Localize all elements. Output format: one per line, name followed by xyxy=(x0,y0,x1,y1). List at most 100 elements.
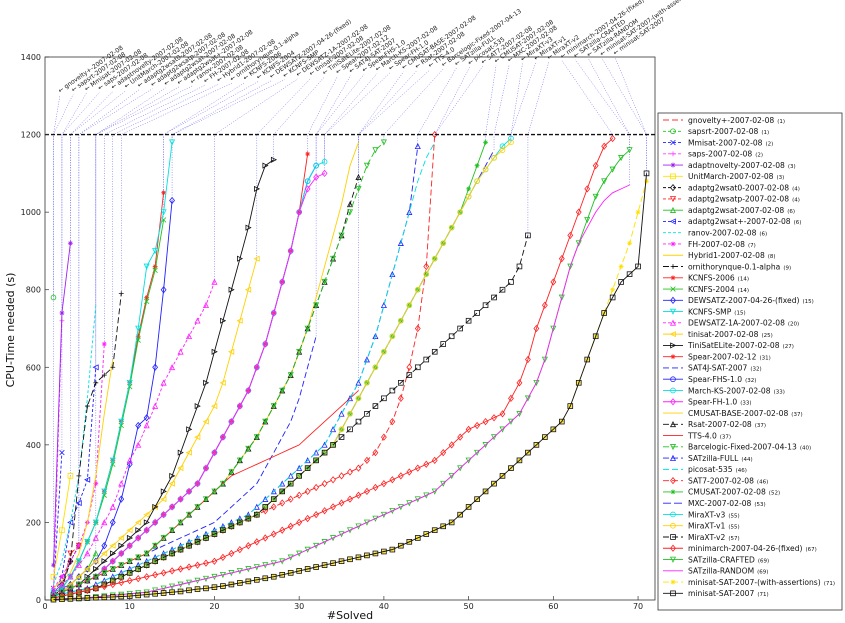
series-24-leader xyxy=(315,74,365,166)
legend-label: adaptg2wsat+-2007-02-08 (6) xyxy=(688,217,801,226)
series-15-marker xyxy=(152,264,158,269)
series-21-marker xyxy=(186,426,193,433)
series-20-marker xyxy=(75,573,82,580)
series-43-marker xyxy=(304,566,311,572)
series-43-marker xyxy=(143,591,150,598)
series-27 xyxy=(53,142,359,597)
series-19-marker xyxy=(126,457,133,464)
series-26-marker xyxy=(270,309,277,317)
series-43-marker xyxy=(296,568,302,574)
series-40-marker xyxy=(321,539,328,546)
series-37-marker xyxy=(364,379,370,386)
legend-frame xyxy=(657,112,843,611)
series-19-marker xyxy=(92,534,99,541)
series-15-marker xyxy=(135,333,141,339)
legend-label: Hybrid1-2007-02-08 (8) xyxy=(688,251,776,260)
legend-count: (6) xyxy=(787,209,795,215)
legend-item-17: DEWSATZ-2007-04-26-(fixed) (15) xyxy=(663,296,814,305)
series-37-marker xyxy=(381,348,387,355)
legend-item-27: CMUSAT-BASE-2007-02-08 (37) xyxy=(663,409,803,418)
series-38-marker xyxy=(508,279,514,285)
series-38-marker xyxy=(296,473,302,479)
series-33-marker xyxy=(321,480,328,488)
series-39-marker xyxy=(245,542,252,550)
series-43-marker xyxy=(50,596,57,603)
legend-item-36: MiraXT-v3 (55) xyxy=(663,510,740,519)
series-28-line xyxy=(53,177,359,597)
legend-marker xyxy=(670,489,676,495)
series-39 xyxy=(50,134,616,602)
series-40-marker xyxy=(474,449,481,456)
series-38-marker xyxy=(482,302,489,309)
series-39-marker xyxy=(431,456,438,465)
legend-marker xyxy=(670,511,676,518)
legend-count: (4) xyxy=(792,198,800,204)
series-39-marker xyxy=(508,394,514,402)
legend-item-5: adaptnovelty-2007-02-08 (3) xyxy=(663,161,796,170)
series-12-marker xyxy=(76,543,82,549)
series-31-marker xyxy=(389,270,396,278)
series-43-marker xyxy=(559,418,565,425)
y-axis-label: CPU-Time needed (s) xyxy=(4,273,17,388)
legend-item-24: Spear-FHS-1.0 (32) xyxy=(663,375,756,384)
legend-label: MiraXT-v2 (57) xyxy=(688,533,740,542)
series-17-marker xyxy=(109,518,116,527)
y-tick-label: 400 xyxy=(26,441,41,450)
series-43-marker xyxy=(372,550,379,557)
series-11 xyxy=(53,305,97,585)
legend-label: SATzilla-FULL (44) xyxy=(688,454,753,463)
legend-item-16: KCNFS-2004 (14) xyxy=(663,285,749,294)
legend-marker xyxy=(670,275,676,281)
series-30-marker xyxy=(84,577,91,584)
legend-marker xyxy=(669,454,677,461)
series-38-marker xyxy=(525,232,531,239)
series-31-marker xyxy=(338,410,345,417)
series-31-marker xyxy=(414,142,421,150)
legend-marker xyxy=(670,476,676,485)
series-43 xyxy=(50,170,650,603)
legend-marker xyxy=(669,331,676,338)
legend-count: (1) xyxy=(777,119,785,125)
series-43-marker xyxy=(533,442,540,448)
series-43-marker xyxy=(194,586,201,592)
legend-count: (69) xyxy=(758,558,769,564)
series-5-marker xyxy=(68,240,73,246)
series-14-marker xyxy=(68,558,73,564)
series-43-marker xyxy=(118,593,125,600)
series-33-marker xyxy=(304,487,311,496)
series-30-marker xyxy=(296,348,303,356)
series-26-marker xyxy=(321,169,328,177)
series-37-marker xyxy=(491,155,497,161)
legend-marker xyxy=(670,296,676,304)
legend-label: KCNFS-SMP (15) xyxy=(688,307,746,316)
series-33-marker xyxy=(364,456,370,465)
series-39-marker xyxy=(380,480,387,488)
legend-count: (2) xyxy=(755,153,763,159)
series-10-marker xyxy=(84,476,91,483)
series-16-line xyxy=(53,219,165,593)
series-43-marker xyxy=(592,333,599,340)
series-31-marker xyxy=(346,395,354,402)
series-30-marker xyxy=(185,511,193,518)
series-43-marker xyxy=(525,449,531,456)
series-19-marker xyxy=(67,573,74,580)
series-38-marker xyxy=(491,294,497,301)
series-43-marker xyxy=(474,496,480,502)
series-20-marker xyxy=(134,519,141,526)
legend-count: (33) xyxy=(774,389,785,395)
legend-count: (32) xyxy=(745,378,756,384)
series-20-marker xyxy=(92,558,99,565)
series-21-marker xyxy=(237,255,244,262)
legend-item-33: SAT7-2007-02-08 (46) xyxy=(663,476,768,485)
series-26-marker xyxy=(228,417,235,426)
legend-marker xyxy=(669,319,677,326)
series-38-marker xyxy=(237,519,243,526)
series-39-marker xyxy=(465,425,472,433)
series-18 xyxy=(50,139,176,596)
series-30-leader xyxy=(383,68,444,143)
series-39-marker xyxy=(143,573,150,581)
series-31-marker xyxy=(363,356,370,363)
series-43-marker xyxy=(279,571,286,578)
series-38-marker xyxy=(431,348,438,355)
series-26-marker xyxy=(253,363,260,371)
